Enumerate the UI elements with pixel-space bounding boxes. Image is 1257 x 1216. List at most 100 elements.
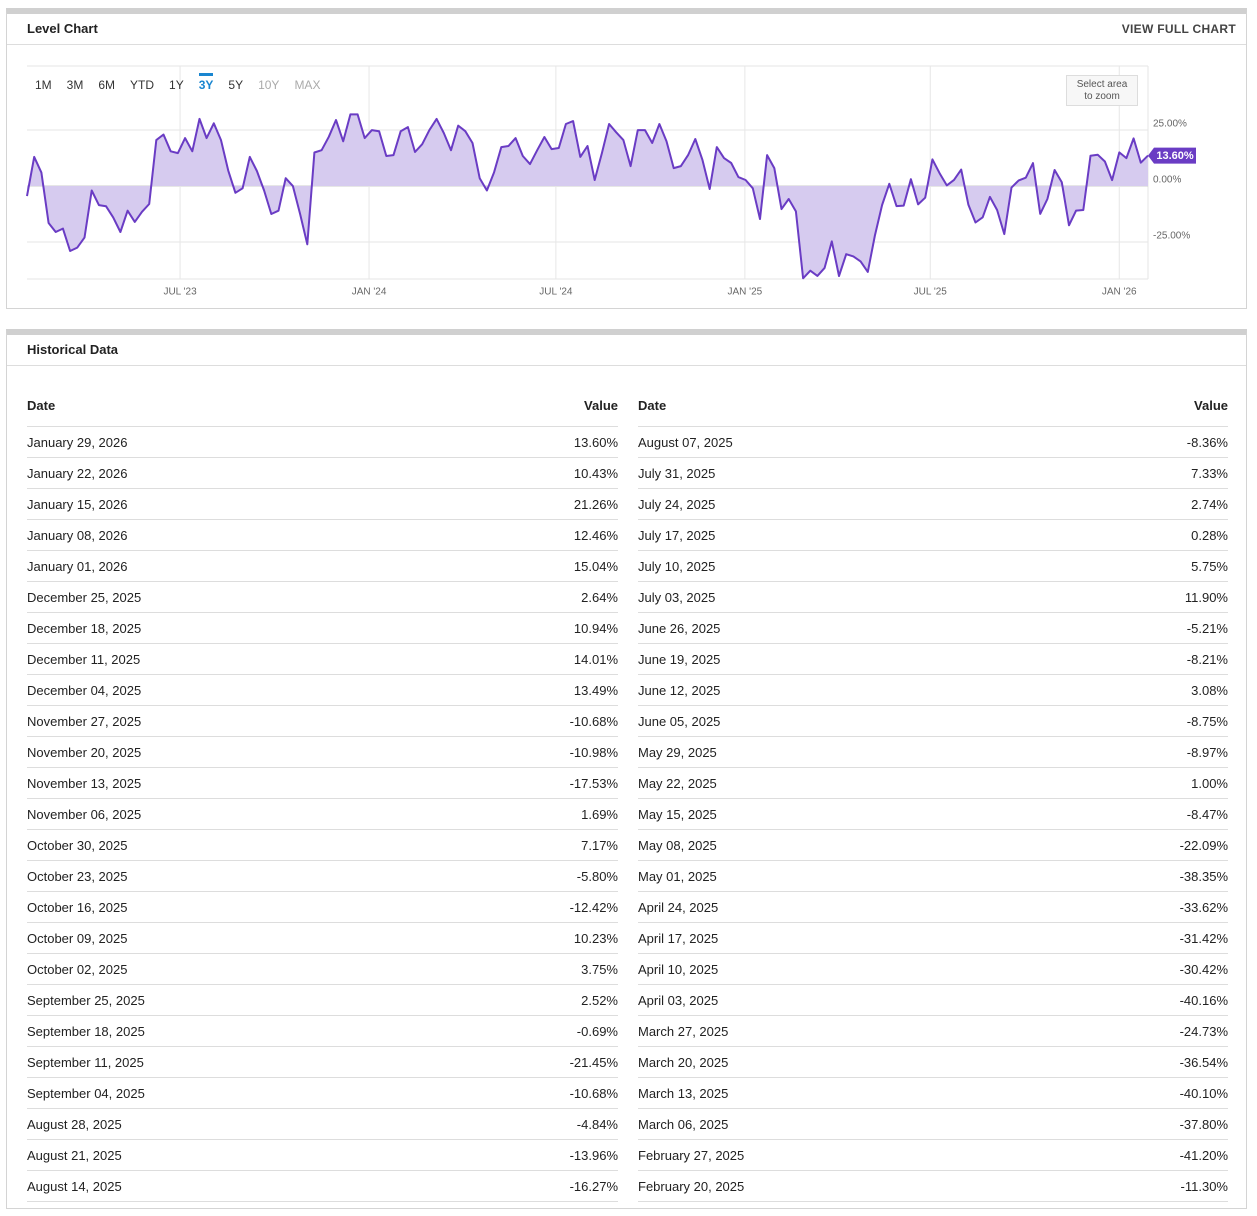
value-cell: 3.75% bbox=[581, 961, 618, 977]
line bbox=[26, 113, 1149, 280]
value-cell: 7.33% bbox=[1191, 465, 1228, 481]
value-cell: 21.26% bbox=[573, 496, 618, 512]
table-row: November 13, 2025 -17.53% bbox=[27, 768, 618, 799]
table-row: January 08, 2026 12.46% bbox=[27, 520, 618, 551]
date-cell: July 24, 2025 bbox=[638, 496, 716, 512]
table-row: March 27, 2025 -24.73% bbox=[638, 1016, 1228, 1047]
panel-header: Level Chart VIEW FULL CHART bbox=[7, 14, 1246, 45]
historical-panel: Historical Data bbox=[6, 329, 1247, 1209]
data-table: Date Value August 07, 2025 -8.36% July 31, 2… bbox=[638, 390, 1228, 1202]
range-selector: 1M 3M 6M YTD 1Y 3Y 5Y 10Y MAX bbox=[35, 73, 335, 92]
range-button[interactable]: 1M bbox=[35, 78, 52, 92]
table-row: July 31, 2025 7.33% bbox=[638, 458, 1228, 489]
table-row: September 04, 2025 -10.68% bbox=[27, 1078, 618, 1109]
chart-panel: Level Chart VIEW FULL CHART bbox=[6, 8, 1247, 309]
table-row: November 20, 2025 -10.98% bbox=[27, 737, 618, 768]
date-cell: August 28, 2025 bbox=[27, 1116, 122, 1132]
value-cell: -8.75% bbox=[1186, 713, 1228, 729]
value-cell: -8.21% bbox=[1186, 651, 1228, 667]
range-button[interactable]: 3Y bbox=[198, 73, 214, 92]
value-cell: -5.21% bbox=[1186, 620, 1228, 636]
date-cell: December 18, 2025 bbox=[27, 620, 142, 636]
table-row: November 27, 2025 -10.68% bbox=[27, 706, 618, 737]
range-button[interactable]: YTD bbox=[130, 78, 155, 92]
date-cell: June 19, 2025 bbox=[638, 651, 721, 667]
value-cell: -10.98% bbox=[569, 744, 618, 760]
table-row: December 04, 2025 13.49% bbox=[27, 675, 618, 706]
date-cell: May 29, 2025 bbox=[638, 744, 717, 760]
range-button[interactable]: 5Y bbox=[228, 78, 244, 92]
date-cell: September 11, 2025 bbox=[27, 1054, 144, 1070]
value-cell: -8.36% bbox=[1186, 434, 1228, 450]
range-button[interactable]: 3M bbox=[66, 78, 84, 92]
table-row: April 24, 2025 -33.62% bbox=[638, 892, 1228, 923]
date-cell: October 16, 2025 bbox=[27, 899, 128, 915]
table-row: April 03, 2025 -40.16% bbox=[638, 985, 1228, 1016]
range-button[interactable]: 1Y bbox=[169, 78, 184, 92]
value-cell: -11.30% bbox=[1180, 1178, 1228, 1194]
y-tick-label: -25.00% bbox=[1153, 231, 1190, 242]
date-cell: January 15, 2026 bbox=[27, 496, 128, 512]
date-cell: May 08, 2025 bbox=[638, 837, 717, 853]
date-cell: March 20, 2025 bbox=[638, 1054, 729, 1070]
value-cell: 1.00% bbox=[1191, 775, 1228, 791]
value-cell: -8.47% bbox=[1186, 806, 1228, 822]
value-cell: 11.90% bbox=[1184, 589, 1228, 605]
value-cell: 13.49% bbox=[573, 682, 618, 698]
table-row: June 05, 2025 -8.75% bbox=[638, 706, 1228, 737]
panel-title: Historical Data bbox=[27, 342, 119, 357]
date-cell: June 12, 2025 bbox=[638, 682, 721, 698]
value-cell: -12.42% bbox=[569, 899, 618, 915]
table-row: October 02, 2025 3.75% bbox=[27, 954, 618, 985]
value-cell: -40.16% bbox=[1179, 992, 1228, 1008]
date-cell: July 17, 2025 bbox=[638, 527, 716, 543]
value-cell: 7.17% bbox=[581, 837, 618, 853]
table-row: April 10, 2025 -30.42% bbox=[638, 954, 1228, 985]
range-button[interactable]: 6M bbox=[98, 78, 116, 92]
value-cell: -13.96% bbox=[569, 1147, 618, 1163]
table-row: October 30, 2025 7.17% bbox=[27, 830, 618, 861]
table-row: January 01, 2026 15.04% bbox=[27, 551, 618, 582]
value-cell: 0.28% bbox=[1191, 527, 1228, 543]
y-tick-label: 0.00% bbox=[1153, 175, 1181, 186]
value-cell: -37.80% bbox=[1179, 1116, 1228, 1132]
date-cell: August 14, 2025 bbox=[27, 1178, 122, 1194]
column-header: Value bbox=[1194, 397, 1228, 413]
date-cell: February 27, 2025 bbox=[638, 1147, 745, 1163]
view-full-chart-link[interactable]: VIEW FULL CHART bbox=[1121, 22, 1236, 36]
date-cell: July 31, 2025 bbox=[638, 465, 716, 481]
table-row: October 16, 2025 -12.42% bbox=[27, 892, 618, 923]
table-row: March 20, 2025 -36.54% bbox=[638, 1047, 1228, 1078]
date-cell: December 25, 2025 bbox=[27, 589, 142, 605]
date-cell: May 15, 2025 bbox=[638, 806, 717, 822]
x-tick-label: JAN '25 bbox=[728, 287, 763, 298]
last-value-badge bbox=[1148, 147, 1196, 164]
table-row: June 12, 2025 3.08% bbox=[638, 675, 1228, 706]
table-row: December 25, 2025 2.64% bbox=[27, 582, 618, 613]
date-cell: December 11, 2025 bbox=[27, 651, 141, 667]
date-cell: April 03, 2025 bbox=[638, 992, 719, 1008]
table-row: September 25, 2025 2.52% bbox=[27, 985, 618, 1016]
date-cell: May 22, 2025 bbox=[638, 775, 717, 791]
value-cell: -40.10% bbox=[1179, 1085, 1228, 1101]
table-row: June 26, 2025 -5.21% bbox=[638, 613, 1228, 644]
date-cell: October 02, 2025 bbox=[27, 961, 128, 977]
date-cell: November 06, 2025 bbox=[27, 806, 142, 822]
value-cell: 2.52% bbox=[581, 992, 618, 1008]
date-cell: April 10, 2025 bbox=[638, 961, 719, 977]
date-cell: October 23, 2025 bbox=[27, 868, 128, 884]
date-cell: February 20, 2025 bbox=[638, 1178, 745, 1194]
column-header: Date bbox=[27, 397, 56, 413]
table-row: January 15, 2026 21.26% bbox=[27, 489, 618, 520]
value-cell: 3.08% bbox=[1191, 682, 1228, 698]
value-cell: 14.01% bbox=[573, 651, 618, 667]
date-cell: August 21, 2025 bbox=[27, 1147, 122, 1163]
value-cell: -21.45% bbox=[569, 1054, 618, 1070]
table-row: November 06, 2025 1.69% bbox=[27, 799, 618, 830]
value-cell: -4.84% bbox=[576, 1116, 618, 1132]
value-cell: 5.75% bbox=[1191, 558, 1228, 574]
table-row: May 15, 2025 -8.47% bbox=[638, 799, 1228, 830]
table-row: August 21, 2025 -13.96% bbox=[27, 1140, 618, 1171]
table-row: August 28, 2025 -4.84% bbox=[27, 1109, 618, 1140]
table-row: December 11, 2025 14.01% bbox=[27, 644, 618, 675]
